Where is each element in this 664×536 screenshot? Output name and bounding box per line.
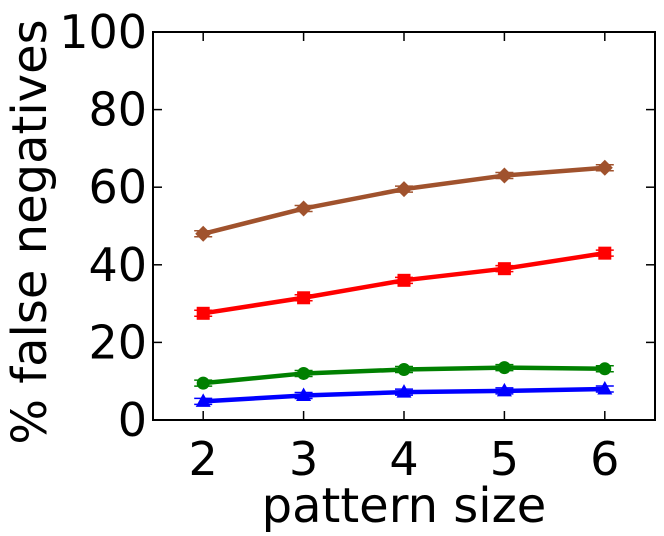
data-point xyxy=(598,246,612,260)
y-tick-label: 0 xyxy=(118,393,147,447)
y-axis: 0 20 40 60 80 100 xyxy=(59,5,655,447)
data-point xyxy=(497,262,511,276)
data-point xyxy=(597,380,613,395)
data-point xyxy=(297,291,311,305)
data-point xyxy=(496,167,513,184)
data-point xyxy=(295,200,312,217)
data-point xyxy=(496,382,512,397)
y-tick-label: 60 xyxy=(88,160,147,214)
data-point xyxy=(195,225,212,242)
y-tick-label: 40 xyxy=(88,238,147,292)
data-point xyxy=(497,361,511,375)
x-tick-label: 3 xyxy=(289,432,318,486)
x-tick-label: 5 xyxy=(490,432,519,486)
series-triangle xyxy=(194,380,614,407)
data-point xyxy=(195,393,211,407)
series-circle xyxy=(194,361,614,390)
y-tick-label: 100 xyxy=(59,5,147,59)
series-line xyxy=(202,165,605,236)
data-point xyxy=(396,384,412,398)
data-point xyxy=(596,159,613,176)
data-point xyxy=(297,366,311,380)
data-point xyxy=(397,273,411,287)
data-point xyxy=(296,387,312,402)
y-axis-label: % false negatives xyxy=(2,19,58,444)
series-layer xyxy=(194,159,614,407)
x-axis: 2 3 4 5 6 xyxy=(189,32,619,486)
x-tick-label: 6 xyxy=(590,432,619,486)
y-tick-label: 20 xyxy=(88,315,147,369)
series-diamond xyxy=(194,159,614,242)
data-point xyxy=(598,362,612,376)
data-point xyxy=(196,306,210,320)
x-tick-label: 2 xyxy=(189,432,218,486)
x-tick-label: 4 xyxy=(389,432,418,486)
series-square xyxy=(194,246,614,320)
data-point xyxy=(396,181,412,198)
data-point xyxy=(196,376,210,390)
y-tick-label: 80 xyxy=(88,83,147,137)
x-axis-label: pattern size xyxy=(262,478,547,534)
data-point xyxy=(397,363,411,377)
